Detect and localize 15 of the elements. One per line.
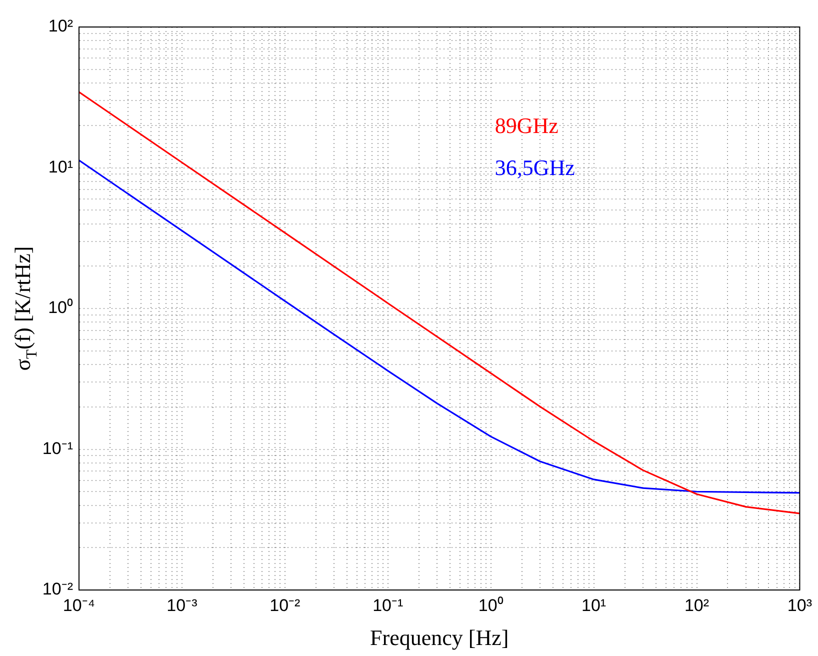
x-tick-label: 10⁻² bbox=[270, 596, 301, 615]
x-tick-label: 10⁰ bbox=[478, 596, 504, 615]
y-tick-label: 10¹ bbox=[48, 157, 74, 176]
text: 36,5GHz bbox=[494, 155, 576, 180]
x-tick-label: 10³ bbox=[787, 596, 812, 615]
text: 89GHz bbox=[494, 113, 559, 138]
y-axis-title: σT(f) [K/rtHz] bbox=[10, 246, 41, 371]
y-tick-label: 10⁰ bbox=[48, 298, 73, 318]
x-tick-label: 10² bbox=[684, 596, 710, 615]
x-tick-label: 10¹ bbox=[582, 596, 606, 615]
x-axis-title: Frequency [Hz] bbox=[370, 625, 509, 650]
x-tick-label: 10⁻³ bbox=[166, 596, 198, 615]
y-tick-label: 10⁻¹ bbox=[42, 438, 74, 458]
y-tick-label: 10² bbox=[48, 16, 74, 36]
x-tick-label: 10⁻¹ bbox=[372, 596, 404, 615]
